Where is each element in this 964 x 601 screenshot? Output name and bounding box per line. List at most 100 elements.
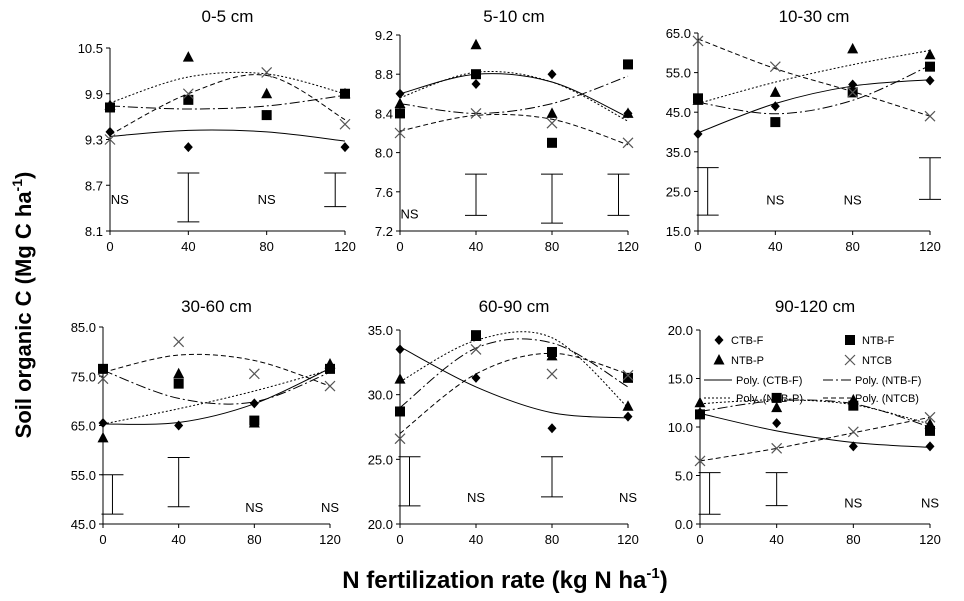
fit-line-ntcb <box>399 352 629 434</box>
y-tick-label: 7.2 <box>375 224 393 239</box>
x-tick-label: 0 <box>396 532 403 547</box>
panel-title: 0-5 cm <box>202 7 254 26</box>
point-ntcb <box>104 134 116 145</box>
legend-item: CTB-F <box>714 335 764 347</box>
y-tick-label: 15.0 <box>668 372 693 387</box>
point-ntb-p <box>924 418 936 429</box>
point-ntb-p <box>104 99 116 110</box>
error-bar <box>541 456 563 498</box>
point-ntb-f <box>395 406 405 417</box>
x-tick-label: 0 <box>696 532 703 547</box>
point-ctb-f <box>547 423 557 434</box>
panel-3: 10-30 cm 15.0 25.0 35.0 45.0 55.0 65.0 0 40 80 120… <box>666 7 941 254</box>
y-axis-title-main: Soil organic C (Mg C ha <box>11 191 36 439</box>
y-tick-label: 8.1 <box>85 224 103 239</box>
point-ctb-f <box>848 79 858 90</box>
y-tick-label: 5.0 <box>675 469 693 484</box>
point-ntb-p <box>339 87 351 99</box>
x-tick-label: 0 <box>396 239 403 254</box>
fit-line-ctb-f <box>109 129 346 142</box>
y-tick-label: 15.0 <box>666 224 691 239</box>
point-ctb-f <box>848 441 858 452</box>
fit-line-ctb-f <box>102 367 331 425</box>
fit-line-ntb-p <box>109 71 346 104</box>
y-tick-label: 8.4 <box>375 106 393 121</box>
point-ntb-p <box>622 107 634 118</box>
y-tick-label: 8.7 <box>85 178 103 193</box>
y-tick-label: 8.8 <box>375 67 393 82</box>
point-ntb-f <box>925 425 935 436</box>
point-ntb-f <box>695 409 705 420</box>
x-tick-label: 120 <box>617 532 639 547</box>
point-ntcb <box>97 373 109 385</box>
legend-marker-cross <box>844 354 856 366</box>
legend-label: NTB-F <box>862 335 895 347</box>
ns-annotation: NS <box>111 192 129 207</box>
fit-line-ctb-f <box>697 79 931 134</box>
legend-marker-triangle <box>713 354 725 365</box>
point-ctb-f <box>395 344 405 355</box>
panel-4: 30-60 cm 45.0 55.0 65.0 75.0 85.0 0 40 80 120 NS NS <box>71 297 341 547</box>
panel-5: 60-90 cm 20.0 25.0 30.0 35.0 0 40 80 120 NS NS <box>368 297 639 547</box>
point-ctb-f <box>174 420 184 431</box>
fit-line-ntb-f <box>699 399 931 428</box>
legend-label: NTCB <box>862 355 892 367</box>
point-ntb-f <box>547 137 557 148</box>
y-tick-label: 35.0 <box>666 145 691 160</box>
x-tick-label: 120 <box>919 532 941 547</box>
ns-annotation: NS <box>844 496 862 511</box>
fit-line-ntb-p <box>399 70 629 122</box>
point-ctb-f <box>395 88 405 99</box>
x-tick-label: 120 <box>617 239 639 254</box>
point-ntb-p <box>97 431 109 443</box>
point-ntb-p <box>546 349 558 361</box>
point-ntcb <box>394 433 406 445</box>
x-tick-label: 80 <box>545 239 559 254</box>
point-ntb-p <box>847 393 859 405</box>
fit-line-ntb-p <box>399 331 629 408</box>
point-ntcb <box>622 137 634 149</box>
ns-annotation: NS <box>258 192 276 207</box>
legend-marker-square <box>845 335 855 345</box>
point-ntb-p <box>694 396 706 408</box>
legend-item: Poly. (NTB-P) <box>704 393 803 405</box>
point-ntb-f <box>471 69 481 80</box>
ns-annotation: NS <box>245 500 263 515</box>
point-ctb-f <box>925 75 935 86</box>
point-ntb-p <box>692 94 704 105</box>
point-ntcb <box>470 107 482 119</box>
y-tick-label: 55.0 <box>666 66 691 81</box>
x-tick-label: 80 <box>247 532 261 547</box>
panel-6: 90-120 cm 0.0 5.0 10.0 15.0 20.0 0 40 80 120 NS NS <box>668 297 941 547</box>
ns-annotation: NS <box>619 490 637 505</box>
error-bar <box>919 157 941 200</box>
point-ntcb <box>394 127 406 139</box>
fit-line-ctb-f <box>399 73 629 118</box>
error-bar <box>607 173 630 216</box>
x-axis-title-end: ) <box>660 567 668 594</box>
x-tick-label: 0 <box>106 239 113 254</box>
y-tick-label: 20.0 <box>668 323 693 338</box>
point-ntcb <box>924 110 936 122</box>
x-tick-label: 80 <box>259 239 273 254</box>
y-tick-label: 8.0 <box>375 146 393 161</box>
point-ntcb <box>769 61 781 73</box>
point-ntb-p <box>394 373 406 384</box>
point-ntb-f <box>395 108 405 119</box>
error-bar <box>177 172 200 223</box>
point-ntb-p <box>394 97 406 109</box>
x-tick-label: 0 <box>99 532 106 547</box>
point-ctb-f <box>183 142 193 153</box>
x-axis-title-main: N fertilization rate (kg N ha <box>342 567 647 594</box>
x-tick-label: 80 <box>846 532 860 547</box>
point-ctb-f <box>98 418 108 429</box>
point-ntcb <box>324 380 336 392</box>
point-ntcb <box>546 368 558 380</box>
point-ctb-f <box>249 398 259 409</box>
y-tick-label: 65.0 <box>71 419 96 434</box>
fit-line-ntb-f <box>102 369 331 405</box>
legend-item: NTB-P <box>713 354 764 367</box>
point-ctb-f <box>471 372 481 383</box>
panel-title: 60-90 cm <box>479 297 550 316</box>
point-ctb-f <box>105 126 115 137</box>
